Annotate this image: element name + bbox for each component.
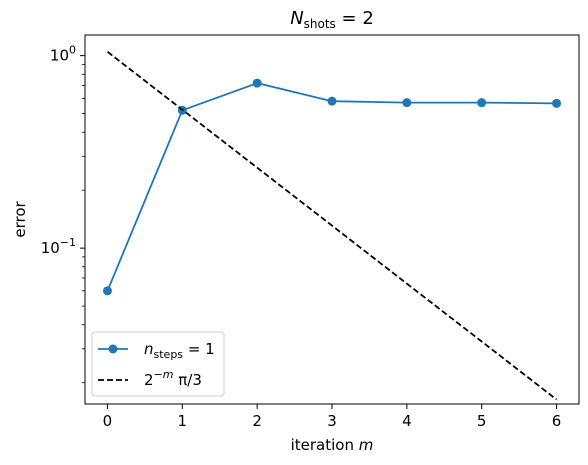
y-tick-label: 100 xyxy=(50,44,76,65)
y-tick-label: 10−1 xyxy=(41,236,76,257)
data-point xyxy=(477,98,487,108)
series-layer xyxy=(102,51,562,401)
data-point xyxy=(327,96,337,106)
x-axis-label: iteration m xyxy=(291,436,374,454)
legend-label-1: 2−m π/3 xyxy=(144,368,202,389)
x-tick-label: 4 xyxy=(402,412,412,430)
x-axis-ticks: 0 1 2 3 4 5 6 xyxy=(103,404,562,430)
y-axis-ticks: 100 10−1 xyxy=(41,44,85,384)
x-tick-label: 6 xyxy=(552,412,562,430)
x-tick-label: 0 xyxy=(103,412,113,430)
legend: nsteps = 1 2−m π/3 xyxy=(91,331,225,397)
series-line-0 xyxy=(106,82,557,292)
x-tick-label: 5 xyxy=(477,412,487,430)
x-tick-label: 2 xyxy=(252,412,262,430)
legend-marker xyxy=(108,344,118,354)
series-line-1 xyxy=(106,51,558,401)
data-point xyxy=(252,78,262,88)
y-axis-label: error xyxy=(11,201,29,238)
data-point xyxy=(402,98,412,108)
legend-label-0: nsteps = 1 xyxy=(144,340,215,361)
data-point xyxy=(102,286,112,296)
x-tick-label: 3 xyxy=(327,412,337,430)
data-point xyxy=(552,98,562,108)
x-tick-label: 1 xyxy=(178,412,188,430)
chart-title: Nshots = 2 xyxy=(290,8,374,31)
